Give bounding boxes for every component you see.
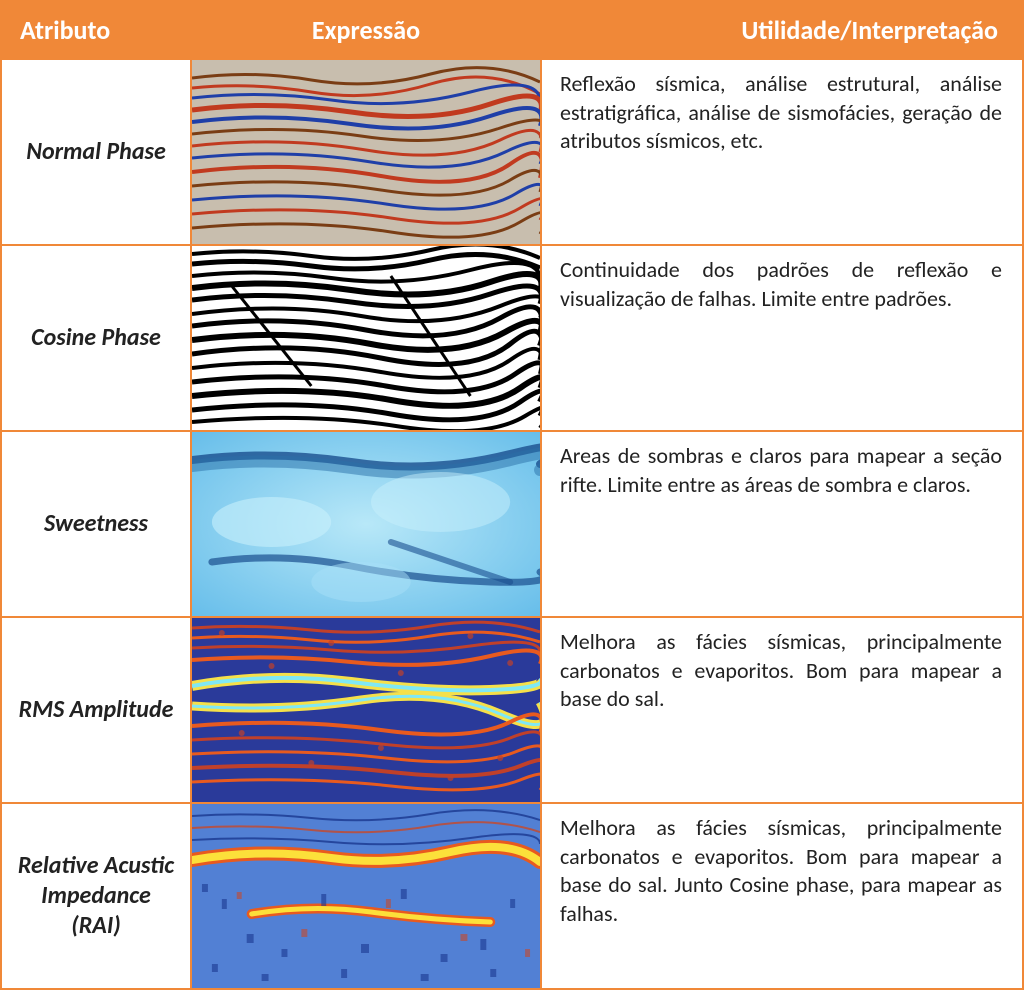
attribute-label: Normal Phase (26, 137, 165, 166)
attribute-name: Cosine Phase (1, 245, 191, 431)
expression-swatch-rms-amplitude (191, 617, 541, 803)
attribute-name: Sweetness (1, 431, 191, 617)
expression-swatch-cosine-phase (191, 245, 541, 431)
utility-text: Melhora as fácies sísmicas, principalmen… (541, 617, 1023, 803)
header-utilidade: Utilidade/Interpretação (541, 1, 1023, 59)
expression-swatch-rai (191, 803, 541, 989)
attribute-name: Normal Phase (1, 59, 191, 245)
seismic-attributes-table: Atributo Expressão Utilidade/Interpretaç… (0, 0, 1024, 990)
table-header-row: Atributo Expressão Utilidade/Interpretaç… (1, 1, 1023, 59)
utility-text: Areas de sombras e claros para mapear a … (541, 431, 1023, 617)
utility-text: Continuidade dos padrões de reflexão e v… (541, 245, 1023, 431)
attribute-name: RMS Amplitude (1, 617, 191, 803)
expression-swatch-normal-phase (191, 59, 541, 245)
header-atributo: Atributo (1, 1, 191, 59)
table-row: Sweetness (1, 431, 1023, 617)
attribute-label: RMS Amplitude (19, 695, 174, 724)
table-row: Cosine Phase (1, 245, 1023, 431)
table-row: Normal Phase (1, 59, 1023, 245)
utility-text: Melhora as fácies sísmicas, principalmen… (541, 803, 1023, 989)
table-row: Relative Acustic Impedance (RAI) (1, 803, 1023, 989)
header-expressao: Expressão (191, 1, 541, 59)
attribute-label: Relative Acustic Impedance (RAI) (18, 851, 174, 940)
attribute-name: Relative Acustic Impedance (RAI) (1, 803, 191, 989)
attribute-label: Cosine Phase (31, 323, 161, 352)
attribute-label: Sweetness (44, 509, 148, 538)
utility-text: Reflexão sísmica, análise estrutural, an… (541, 59, 1023, 245)
table-row: RMS Amplitude (1, 617, 1023, 803)
expression-swatch-sweetness (191, 431, 541, 617)
